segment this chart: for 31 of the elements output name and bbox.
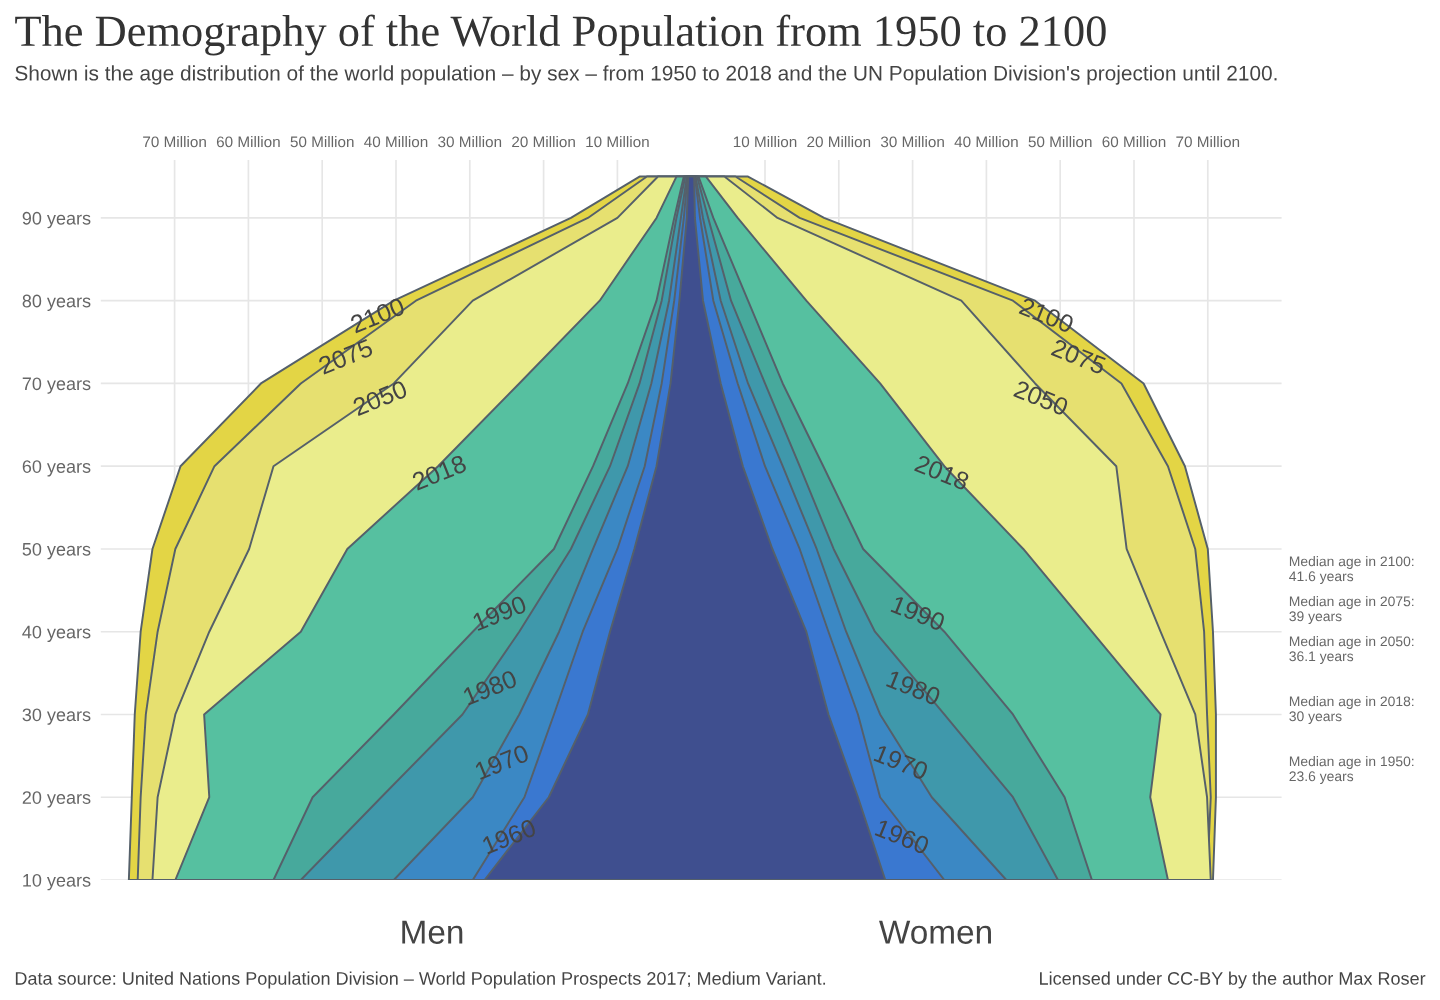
series-label: 2018: [411, 454, 468, 491]
chart-title: The Demography of the World Population from 1950 to 2100: [15, 14, 1106, 56]
text: 2018: [914, 454, 971, 491]
y-tick-label: 30 years: [22, 708, 91, 725]
text: Men: [402, 920, 463, 944]
y-tick-label: 50 years: [22, 542, 91, 560]
y-tick-label: 80 years: [22, 294, 91, 311]
series-label: 1970: [873, 744, 930, 781]
y-tick-label: 90 years: [22, 211, 91, 229]
series-label: 1990: [471, 594, 528, 632]
text: 1970: [474, 743, 530, 780]
text: 1990: [890, 595, 947, 632]
y-tick-label: 60 years: [22, 460, 91, 477]
text: 2075: [317, 338, 374, 375]
chart-subtitle: Shown is the age distribution of the world population – by sex – from 1950 to 2018 and the UN Population Division's projection until 2100.: [15, 65, 1277, 85]
y-tick-label: 70 years: [22, 377, 91, 394]
text: 2050: [352, 379, 409, 416]
y-tick-label: 40 years: [22, 625, 91, 643]
series-label: 1980: [885, 669, 942, 706]
series-label: 2075: [1050, 338, 1107, 375]
series-label: 2050: [1013, 379, 1070, 417]
text: 2100: [1018, 297, 1075, 334]
series-label: 2100: [349, 297, 406, 334]
text: 1960: [481, 818, 538, 855]
y-tick-label: 10 years: [23, 873, 91, 891]
series-label: 1960: [874, 818, 931, 855]
text: 1980: [462, 669, 518, 706]
text: Women: [879, 920, 991, 944]
text: Licensed under CC-BY by the author Max Roser: [1040, 971, 1426, 989]
y-tick-label: 20 years: [22, 791, 91, 808]
source-note: Data source: United Nations Population Division – World Population Prospects 2017; Medium Variant.: [15, 971, 826, 989]
